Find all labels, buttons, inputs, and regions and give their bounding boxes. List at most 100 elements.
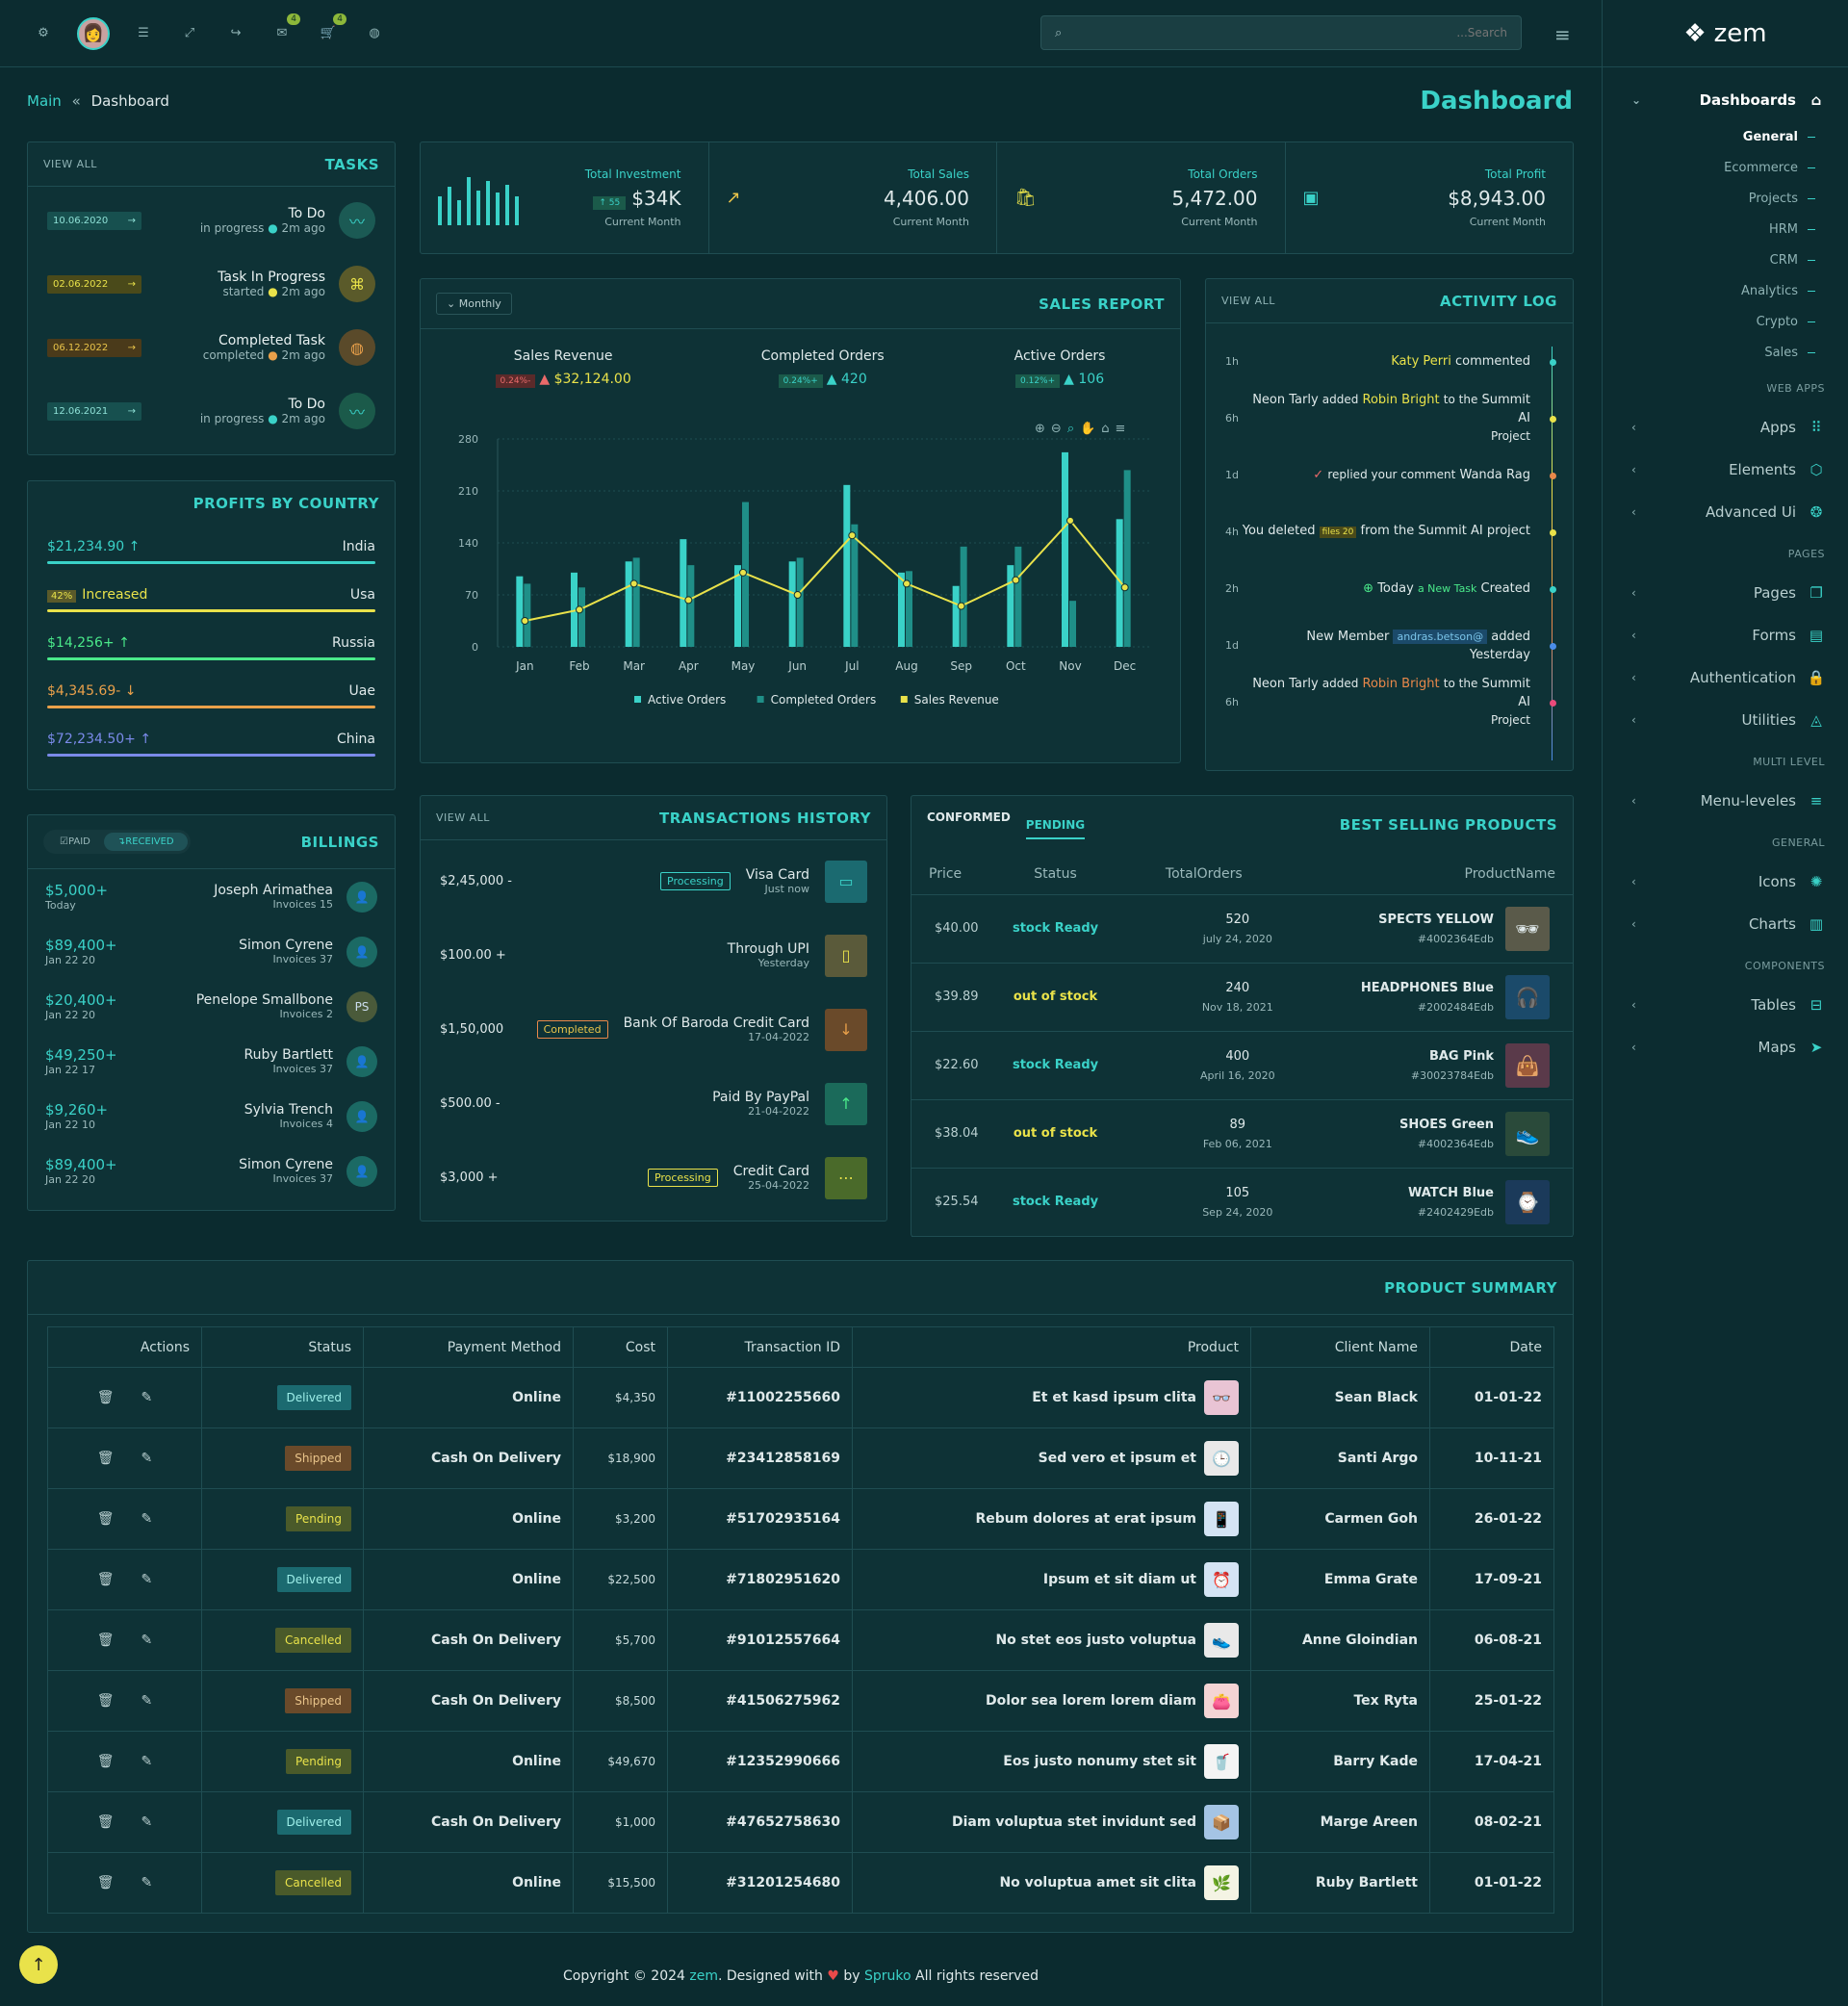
- period-dropdown[interactable]: ⌄ Monthly: [436, 293, 512, 315]
- table-row[interactable]: 🗑 ✎ Cancelled Online $15,500 #31201254680…: [47, 1852, 1554, 1914]
- transaction-item[interactable]: $100.00 + Through UPI Yesterday ▯: [421, 918, 886, 992]
- tab-pending[interactable]: PENDING: [1025, 818, 1086, 839]
- sidebar-item-apps[interactable]: ‹ Apps ⠿: [1603, 406, 1848, 449]
- edit-icon[interactable]: ✎: [141, 1754, 153, 1769]
- delete-icon[interactable]: 🗑: [96, 1875, 115, 1890]
- reset-home-icon[interactable]: ⌂: [1101, 422, 1110, 436]
- table-row[interactable]: 🗑 ✎ Pending Online $49,670 #12352990666 E…: [47, 1731, 1554, 1792]
- chart-menu-icon[interactable]: ≡: [1115, 422, 1126, 436]
- delete-icon[interactable]: 🗑: [96, 1693, 115, 1709]
- billing-item[interactable]: $9,260+ Jan 22 10 Sylvia Trench Invoices 4…: [28, 1089, 395, 1144]
- table-row[interactable]: $25.54 stock Ready 105 Sep 24, 2020 WATCH…: [911, 1168, 1573, 1237]
- task-item[interactable]: 06.12.2022 → Completed Task completed ● 2…: [28, 316, 395, 379]
- delete-icon[interactable]: 🗑: [96, 1511, 115, 1527]
- menu-toggle-icon[interactable]: ≡: [1554, 23, 1571, 46]
- task-date-button[interactable]: 06.12.2022 →: [47, 338, 141, 357]
- zoom-select-icon[interactable]: ⌕: [1066, 422, 1075, 436]
- list-icon[interactable]: ☰: [138, 26, 149, 40]
- table-row[interactable]: $40.00 stock Ready 520 july 24, 2020 SPEC…: [911, 894, 1573, 964]
- billing-item[interactable]: $89,400+ Jan 22 20 Simon Cyrene Invoices 3…: [28, 1144, 395, 1198]
- sidebar-item-tables[interactable]: ‹ Tables ⊟: [1603, 984, 1848, 1026]
- delete-icon[interactable]: 🗑: [96, 1814, 115, 1830]
- view-all-link[interactable]: VIEW ALL: [436, 811, 490, 824]
- avatar[interactable]: 👩: [77, 16, 110, 50]
- sidebar-subitem[interactable]: General: [1603, 121, 1848, 152]
- table-row[interactable]: $38.04 out of stock 89 Feb 06, 2021 SHOES…: [911, 1099, 1573, 1169]
- delete-icon[interactable]: 🗑: [96, 1572, 115, 1587]
- edit-icon[interactable]: ✎: [141, 1693, 153, 1709]
- globe-icon[interactable]: ◍: [369, 26, 380, 40]
- task-item[interactable]: 10.06.2020 → To Do in progress ● 2m ago 〰: [28, 189, 395, 252]
- sidebar-subitem[interactable]: Crypto: [1603, 306, 1848, 337]
- sidebar-item-pages[interactable]: ‹ Pages ❐: [1603, 572, 1848, 614]
- breadcrumb-main[interactable]: Main: [27, 92, 62, 110]
- view-all-link[interactable]: VIEW ALL: [43, 158, 97, 170]
- pan-icon[interactable]: ✋: [1080, 422, 1096, 436]
- sidebar-item-dashboards[interactable]: ⌄ Dashboards ⌂: [1603, 79, 1848, 121]
- cart-icon[interactable]: 🛒 4: [316, 13, 346, 46]
- delete-icon[interactable]: 🗑: [96, 1633, 115, 1648]
- sidebar-item-charts[interactable]: ‹ Charts ▥: [1603, 903, 1848, 945]
- mail-icon[interactable]: ✉ 4: [270, 13, 300, 46]
- edit-icon[interactable]: ✎: [141, 1633, 153, 1648]
- sidebar-subitem[interactable]: Ecommerce: [1603, 152, 1848, 183]
- sidebar-item-elements[interactable]: ‹ Elements ⬡: [1603, 449, 1848, 491]
- tab-paid[interactable]: ☑PAID: [60, 836, 90, 847]
- task-item[interactable]: 02.06.2022 → Task In Progress started ● 2…: [28, 252, 395, 316]
- brand-logo[interactable]: ❖ zem: [1603, 0, 1848, 67]
- delete-icon[interactable]: 🗑: [96, 1451, 115, 1466]
- sidebar-item-authentication[interactable]: ‹ Authentication 🔒: [1603, 656, 1848, 699]
- sidebar-item-menu-levels[interactable]: ‹ Menu-leveles ≡: [1603, 780, 1848, 822]
- sidebar-item-maps[interactable]: ‹ Maps ➤: [1603, 1026, 1848, 1068]
- transaction-item[interactable]: $2,45,000 - Processing Visa Card Just now …: [421, 844, 886, 918]
- edit-icon[interactable]: ✎: [141, 1875, 153, 1890]
- task-date-button[interactable]: 02.06.2022 →: [47, 274, 141, 294]
- zoom-in-icon[interactable]: ⊕: [1035, 422, 1045, 436]
- table-row[interactable]: 🗑 ✎ Cancelled Cash On Delivery $5,700 #91…: [47, 1609, 1554, 1671]
- tab-conformed[interactable]: CONFORMED: [927, 810, 1011, 824]
- table-row[interactable]: 🗑 ✎ Shipped Cash On Delivery $18,900 #234…: [47, 1427, 1554, 1489]
- table-row[interactable]: 🗑 ✎ Shipped Cash On Delivery $8,500 #4150…: [47, 1670, 1554, 1732]
- view-all-link[interactable]: VIEW ALL: [1221, 295, 1275, 307]
- delete-icon[interactable]: 🗑: [96, 1390, 115, 1405]
- table-row[interactable]: 🗑 ✎ Delivered Online $22,500 #71802951620…: [47, 1549, 1554, 1610]
- sidebar-subitem[interactable]: Projects: [1603, 183, 1848, 214]
- table-row[interactable]: $39.89 out of stock 240 Nov 18, 2021 HEAD…: [911, 963, 1573, 1032]
- table-row[interactable]: $22.60 stock Ready 400 April 16, 2020 BAG…: [911, 1031, 1573, 1100]
- gear-icon[interactable]: ⚙: [38, 26, 49, 40]
- table-row[interactable]: 🗑 ✎ Pending Online $3,200 #51702935164 Re…: [47, 1488, 1554, 1550]
- billing-item[interactable]: $20,400+ Jan 22 20 Penelope Smallbone Invo…: [28, 979, 395, 1034]
- sidebar-item-advanced-ui[interactable]: ‹ Advanced Ui ❂: [1603, 491, 1848, 533]
- edit-icon[interactable]: ✎: [141, 1814, 153, 1830]
- sidebar-item-icons[interactable]: ‹ Icons ✺: [1603, 861, 1848, 903]
- footer-brand-link[interactable]: zem: [689, 1968, 718, 1984]
- task-date-button[interactable]: 12.06.2021 →: [47, 401, 141, 421]
- edit-icon[interactable]: ✎: [141, 1451, 153, 1466]
- search-input[interactable]: [1084, 26, 1507, 39]
- edit-icon[interactable]: ✎: [141, 1572, 153, 1587]
- task-item[interactable]: 12.06.2021 → To Do in progress ● 2m ago 〰: [28, 379, 395, 443]
- sidebar-item-utilities[interactable]: ‹ Utilities ◬: [1603, 699, 1848, 741]
- task-date-button[interactable]: 10.06.2020 →: [47, 211, 141, 230]
- table-row[interactable]: 🗑 ✎ Delivered Online $4,350 #11002255660 …: [47, 1367, 1554, 1428]
- fullscreen-icon[interactable]: ⤢: [184, 26, 195, 40]
- share-icon[interactable]: ↪: [230, 26, 242, 40]
- tab-received[interactable]: ↴RECEIVED: [103, 833, 188, 851]
- billing-item[interactable]: $49,250+ Jan 22 17 Ruby Bartlett Invoices …: [28, 1034, 395, 1089]
- delete-icon[interactable]: 🗑: [96, 1754, 115, 1769]
- transaction-item[interactable]: $1,50,000 Completed Bank Of Baroda Credit…: [421, 992, 886, 1067]
- transaction-item[interactable]: $3,000 + Processing Credit Card 25-04-2022…: [421, 1141, 886, 1215]
- scroll-to-top-button[interactable]: ↑: [19, 1945, 58, 1984]
- transaction-item[interactable]: $500.00 - Paid By PayPal 21-04-2022 ↑: [421, 1067, 886, 1141]
- footer-author-link[interactable]: Spruko: [863, 1968, 911, 1984]
- sidebar-item-forms[interactable]: ‹ Forms ▤: [1603, 614, 1848, 656]
- table-row[interactable]: 🗑 ✎ Delivered Cash On Delivery $1,000 #47…: [47, 1791, 1554, 1853]
- edit-icon[interactable]: ✎: [141, 1511, 153, 1527]
- billing-item[interactable]: $5,000+ Today Joseph Arimathea Invoices 15…: [28, 869, 395, 924]
- sidebar-subitem[interactable]: Analytics: [1603, 275, 1848, 306]
- sidebar-subitem[interactable]: HRM: [1603, 214, 1848, 244]
- billing-item[interactable]: $89,400+ Jan 22 20 Simon Cyrene Invoices 3…: [28, 924, 395, 979]
- edit-icon[interactable]: ✎: [141, 1390, 153, 1405]
- sidebar-subitem[interactable]: CRM: [1603, 244, 1848, 275]
- zoom-out-icon[interactable]: ⊖: [1050, 422, 1062, 436]
